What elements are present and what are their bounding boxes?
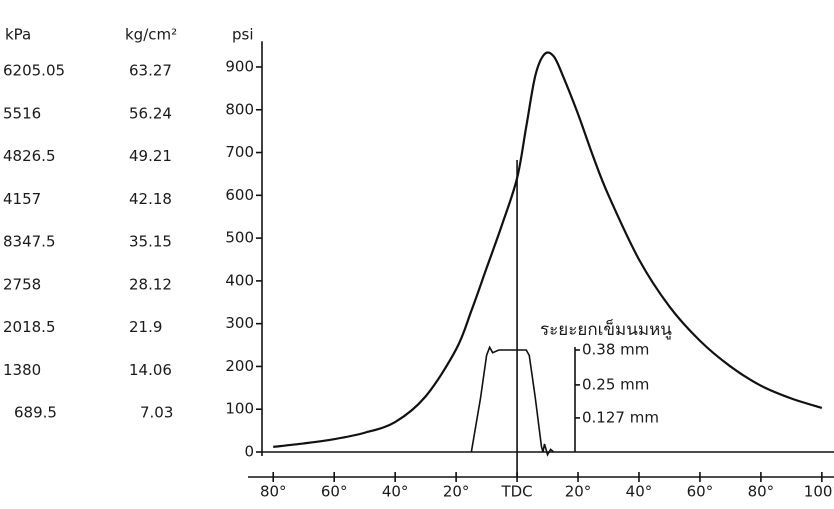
kpa-label: 8347.5 — [3, 233, 56, 251]
x-tick-label: 20° — [443, 483, 470, 501]
kgcm2-label: 35.15 — [129, 233, 172, 251]
kgcm2-label: 14.06 — [129, 361, 172, 379]
y-tick-label: 200 — [225, 357, 254, 375]
kpa-label: 2018.5 — [3, 318, 56, 336]
kgcm2-label: 7.03 — [140, 404, 173, 422]
kgcm2-label: 28.12 — [129, 275, 172, 293]
lift-title: ระยะยกเข็มนมหนู — [540, 318, 672, 340]
pressure-line — [273, 51, 823, 448]
kpa-label: 4826.5 — [3, 147, 56, 165]
kgcm2-label: 56.24 — [129, 104, 172, 122]
kpa-label: 1380 — [3, 361, 41, 379]
y-tick-label: 500 — [225, 229, 254, 247]
kpa-label: 6205.05 — [3, 61, 65, 79]
x-tick-label: 60° — [687, 483, 714, 501]
needle-lift-line — [470, 345, 555, 457]
y2-tick-label: 0.25 mm — [582, 375, 649, 393]
psi-header: psi — [232, 26, 254, 44]
x-tick-label: TDC — [500, 483, 532, 501]
kpa-header: kPa — [5, 26, 31, 44]
kgcm2-label: 49.21 — [129, 147, 172, 165]
x-tick-label: 40° — [626, 483, 653, 501]
y-tick-label: 800 — [225, 100, 254, 118]
y-tick-label: 300 — [225, 314, 254, 332]
x-tick-label: 60° — [321, 483, 348, 501]
kgcm2-label: 63.27 — [129, 61, 172, 79]
x-tick-label: 80° — [260, 483, 287, 501]
x-tick-label: 100° — [804, 483, 834, 501]
kpa-label: 2758 — [3, 275, 41, 293]
y-tick-label: 700 — [225, 143, 254, 161]
kgcm2-header: kg/cm² — [125, 26, 177, 44]
y-tick-label: 0 — [244, 443, 254, 461]
kpa-label: 5516 — [3, 104, 41, 122]
kgcm2-label: 42.18 — [129, 190, 172, 208]
y-tick-label: 600 — [225, 186, 254, 204]
kpa-label: 4157 — [3, 190, 41, 208]
y2-tick-label: 0.38 mm — [582, 340, 649, 358]
kpa-label: 689.5 — [14, 404, 57, 422]
y-tick-label: 900 — [225, 57, 254, 75]
kgcm2-label: 21.9 — [129, 318, 162, 336]
y2-tick-label: 0.127 mm — [582, 408, 659, 426]
y-tick-label: 100 — [225, 400, 254, 418]
y-tick-label: 400 — [225, 271, 254, 289]
x-tick-label: 80° — [748, 483, 775, 501]
x-tick-label: 20° — [565, 483, 592, 501]
x-tick-label: 40° — [382, 483, 409, 501]
